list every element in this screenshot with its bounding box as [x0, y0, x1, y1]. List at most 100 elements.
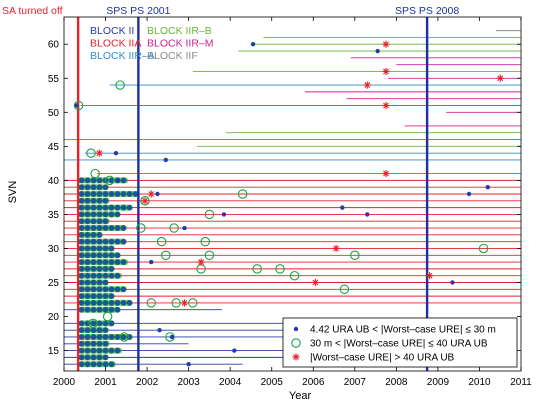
cluster-dot — [90, 320, 97, 327]
cluster-dot — [102, 272, 109, 279]
cluster-dot — [96, 231, 103, 238]
cluster-dot — [90, 197, 97, 204]
star-marker-svn-28 — [197, 258, 205, 266]
legend-circle-marker — [291, 338, 301, 348]
cluster-dot — [108, 252, 115, 259]
early-anomaly-clusters — [78, 177, 139, 368]
cluster-dot — [78, 204, 85, 211]
cluster-dot — [108, 245, 115, 252]
anomaly-markers — [73, 40, 504, 367]
cluster-dot — [84, 286, 91, 293]
cluster-dot — [90, 265, 97, 272]
circle-marker-svn-44 — [86, 148, 96, 158]
circle-marker-svn-24 — [339, 284, 350, 295]
cluster-dot — [102, 184, 109, 191]
cluster-dot — [90, 211, 97, 218]
cluster-dot — [78, 177, 85, 184]
circle-marker-svn-37 — [140, 196, 150, 206]
cluster-svn-13 — [78, 361, 116, 368]
star-marker-svn-37 — [141, 197, 149, 205]
cluster-dot — [108, 361, 115, 368]
y-tick-label-15: 15 — [48, 346, 60, 357]
cluster-dot — [108, 347, 115, 354]
cluster-dot — [96, 333, 103, 340]
tick-labels: 2000 2001 2002 2003 2004 2005 2006 2007 2008 2009… — [48, 40, 532, 388]
star-marker-svn-26 — [426, 272, 434, 280]
cluster-dot — [114, 299, 121, 306]
star-stroke — [293, 354, 299, 360]
circle-marker-svn-30 — [478, 243, 489, 254]
cluster-dot — [108, 299, 115, 306]
star-stroke — [148, 191, 155, 197]
y-tick-label-50: 50 — [48, 108, 60, 119]
axes — [63, 16, 522, 372]
cluster-svn-21 — [78, 306, 121, 313]
x-tick-label-2005: 2005 — [261, 377, 284, 388]
x-tick-label-2006: 2006 — [302, 377, 325, 388]
cluster-dot — [84, 177, 91, 184]
cluster-dot — [114, 204, 121, 211]
cluster-dot — [84, 361, 91, 368]
dot-marker-svn-44 — [113, 150, 119, 156]
cluster-dot — [108, 259, 115, 266]
circle-marker-svn-33 — [136, 223, 146, 233]
circle-marker-svn-38 — [237, 189, 248, 199]
cluster-dot — [114, 286, 121, 293]
cluster-dot — [84, 245, 91, 252]
cluster-dot — [84, 184, 91, 191]
circle-marker-svn-27 — [275, 264, 285, 274]
cluster-dot — [90, 252, 97, 259]
star-stroke — [497, 75, 504, 82]
star-stroke — [312, 279, 319, 286]
event-label-sps-ps-2001: SPS PS 2001 — [106, 5, 170, 17]
cluster-dot — [96, 177, 103, 184]
marker-legend: 4.42 URA UB < |Worst–case URE| ≤ 30 m 30 … — [282, 317, 518, 368]
cluster-dot — [90, 279, 97, 286]
cluster-dot — [108, 225, 115, 232]
cluster-dot — [108, 211, 115, 218]
cluster-dot — [114, 259, 121, 266]
cluster-dot — [96, 299, 103, 306]
marker-legend-box — [282, 317, 518, 368]
cluster-svn-28 — [78, 259, 129, 266]
cluster-dot — [108, 320, 115, 327]
cluster-dot — [102, 279, 109, 286]
cluster-dot — [96, 238, 103, 245]
cluster-dot — [90, 218, 97, 225]
circle-marker-svn-17 — [119, 332, 129, 342]
y-axis-title: SVN — [7, 181, 19, 204]
star-stroke — [364, 82, 371, 88]
cluster-dot — [84, 238, 91, 245]
cluster-dot — [96, 197, 103, 204]
cluster-dot — [114, 306, 121, 313]
cluster-svn-19 — [78, 320, 115, 327]
dot-marker-svn-25 — [450, 280, 455, 285]
dot-marker-svn-18 — [157, 327, 162, 333]
star-marker-svn-55 — [496, 74, 504, 82]
cluster-dot — [96, 265, 103, 272]
cluster-dot — [84, 306, 91, 313]
cluster-dot — [78, 327, 85, 334]
x-tick-label-2007: 2007 — [344, 377, 367, 388]
cluster-dot — [102, 190, 109, 197]
cluster-dot — [84, 299, 91, 306]
dot-marker-svn-33 — [182, 225, 187, 231]
dot-marker-svn-43 — [163, 157, 168, 163]
cluster-dot — [90, 340, 97, 347]
cluster-dot — [90, 286, 97, 293]
cluster-dot — [84, 231, 91, 238]
cluster-dot — [120, 225, 127, 232]
cluster-dot — [90, 184, 97, 191]
x-tick-label-2001: 2001 — [94, 377, 117, 388]
cluster-dot — [96, 306, 103, 313]
cluster-dot — [90, 361, 97, 368]
cluster-dot — [84, 211, 91, 218]
y-tick-label-30: 30 — [48, 244, 60, 255]
cluster-dot — [102, 327, 109, 334]
star-stroke — [333, 245, 340, 252]
star-marker-svn-41 — [382, 169, 390, 178]
cluster-dot — [78, 354, 85, 361]
cluster-dot — [90, 272, 97, 279]
cluster-dot — [108, 190, 115, 197]
cluster-dot — [84, 327, 91, 334]
